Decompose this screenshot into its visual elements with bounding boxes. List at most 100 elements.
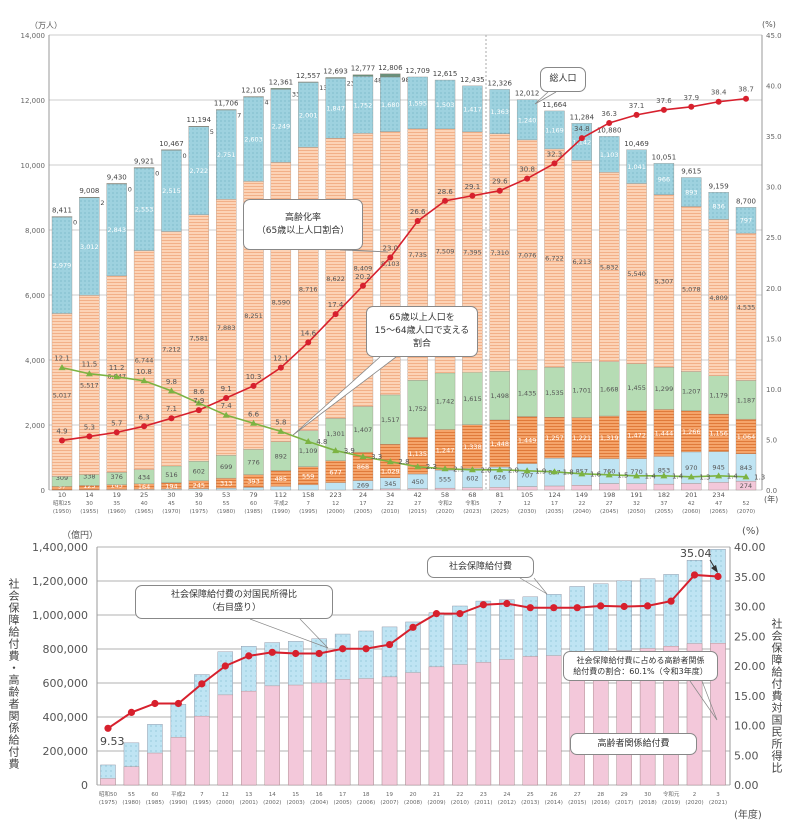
bar-segment-pattern [161,482,182,490]
bar-segment-pattern [52,216,72,314]
aging-rate-point [414,218,421,225]
social-security-bar-pattern [405,621,421,673]
x-tick-label: 13 [245,792,252,798]
segment-label: 5,832 [600,264,619,272]
aging-rate-label: 37.1 [629,102,645,110]
segment-label: 1,615 [463,395,482,403]
y2-tick-label: 20.00 [734,660,766,673]
segment-label: 376 [111,473,123,481]
x-tick-label: (2008) [404,800,422,806]
x-tick-label: (2014) [545,800,563,806]
segment-label: 1,455 [627,384,646,392]
segment-label: 112 [275,491,287,499]
segment-label: 1,299 [655,385,674,393]
ratio-point [385,640,394,649]
aging-rate-point [633,111,640,118]
x-tick-label: 平成2 [274,499,289,507]
x-tick-label: (1995) [299,509,317,515]
segment-label: 4,809 [709,294,728,302]
y2-tick-label: 40.00 [734,541,766,554]
segment-label: 24 [359,491,367,499]
segment-label: 485 [275,475,287,483]
aging-rate-label: 4.9 [56,427,67,435]
y2-tick-label: 15.0 [766,335,782,343]
social-security-bar-pattern [382,626,398,677]
x-tick-label: (1990) [272,509,290,515]
bar-segment-pattern [352,76,373,134]
x-tick-label: 16 [316,792,323,798]
aging-rate-point [250,382,257,389]
segment-label: 1,742 [436,398,455,406]
ratio-point [221,662,229,670]
x-tick-label: 50 [195,501,202,507]
elderly-benefit-bar [546,655,562,786]
bar-segment-pattern [325,460,346,483]
segment-label: 274 [740,482,752,490]
x-tick-label: 60 [250,501,257,507]
segment-label: 5,078 [682,286,701,294]
segment-label: 8,251 [244,312,263,320]
aging-rate-label: 29.1 [465,183,481,191]
support-ratio-point [523,467,531,474]
bar-segment-pattern [134,250,155,470]
aging-rate-label: 26.6 [410,208,426,216]
x-tick-label: (2065) [709,509,727,515]
y-tick-label: 10,000 [21,162,46,170]
y2-tick-label: 0.00 [734,779,759,792]
bar-segment-pattern [517,99,538,140]
x-tick-label: (2016) [592,800,610,806]
y-tick-label: 1,400,000 [32,541,88,554]
y2-tick-label: 5.0 [766,436,777,444]
bar-segment-pattern [407,76,428,129]
social-security-bar-pattern [687,560,703,644]
elderly-benefit-bar [522,656,539,786]
support-ratio-point [85,370,93,377]
aging-rate-label: 32.3 [547,150,563,158]
support-ratio-point [304,437,312,444]
ratio-point [409,623,417,631]
support-ratio-point [605,471,613,478]
total-label: 9,159 [709,182,729,190]
bar-segment-pattern [134,167,155,251]
x-tick-label: (1985) [146,800,164,806]
y2-tick-label: 10.00 [734,720,766,733]
bottom-x-unit: (年度) [734,810,762,821]
bar-segment [681,483,702,491]
bar-segment-pattern [544,148,565,368]
segment-label: 105 [521,491,533,499]
top-right-unit: (%) [762,20,776,29]
bar-segment-pattern [161,149,182,232]
segment-label: 4 [265,99,269,107]
ratio-point [573,604,581,612]
aging-rate-label: 29.6 [492,178,508,186]
x-tick-label: 昭和50 [99,790,117,798]
segment-label: 1,103 [600,151,619,159]
ratio-point [198,680,206,688]
total-label: 9,430 [107,174,127,182]
segment-label: 0 [155,170,159,178]
segment-label: 164 [138,483,150,491]
segment-label: 2,553 [135,206,154,214]
x-tick-label: 昭和25 [53,499,71,507]
segment-label: 945 [712,464,724,472]
segment-label: 4,535 [737,303,756,311]
aging-rate-label: 17.4 [328,301,344,309]
segment-label: 0 [128,186,132,194]
support-ratio-label: 1.8 [563,468,574,476]
bar-segment [161,149,182,151]
callout-pointer [519,577,548,595]
y-tick-label: 4,000 [25,357,45,365]
bar-segment-pattern [216,109,237,200]
x-tick-label: (2005) [333,800,351,806]
bar-segment-pattern [270,470,291,487]
x-tick-label: (2007) [380,800,398,806]
aging-rate-point [59,437,65,444]
segment-label: 1,301 [326,430,345,438]
x-tick-label: 22 [578,501,585,507]
aging-rate-point [660,106,667,113]
segment-label: 1,240 [518,116,537,124]
elderly-benefit-bar [405,672,421,786]
x-tick-label: 30 [644,792,651,798]
callout-ratio: 社会保障給付費の対国民所得比 （右目盛り） [135,585,333,619]
total-label: 10,469 [624,140,649,148]
